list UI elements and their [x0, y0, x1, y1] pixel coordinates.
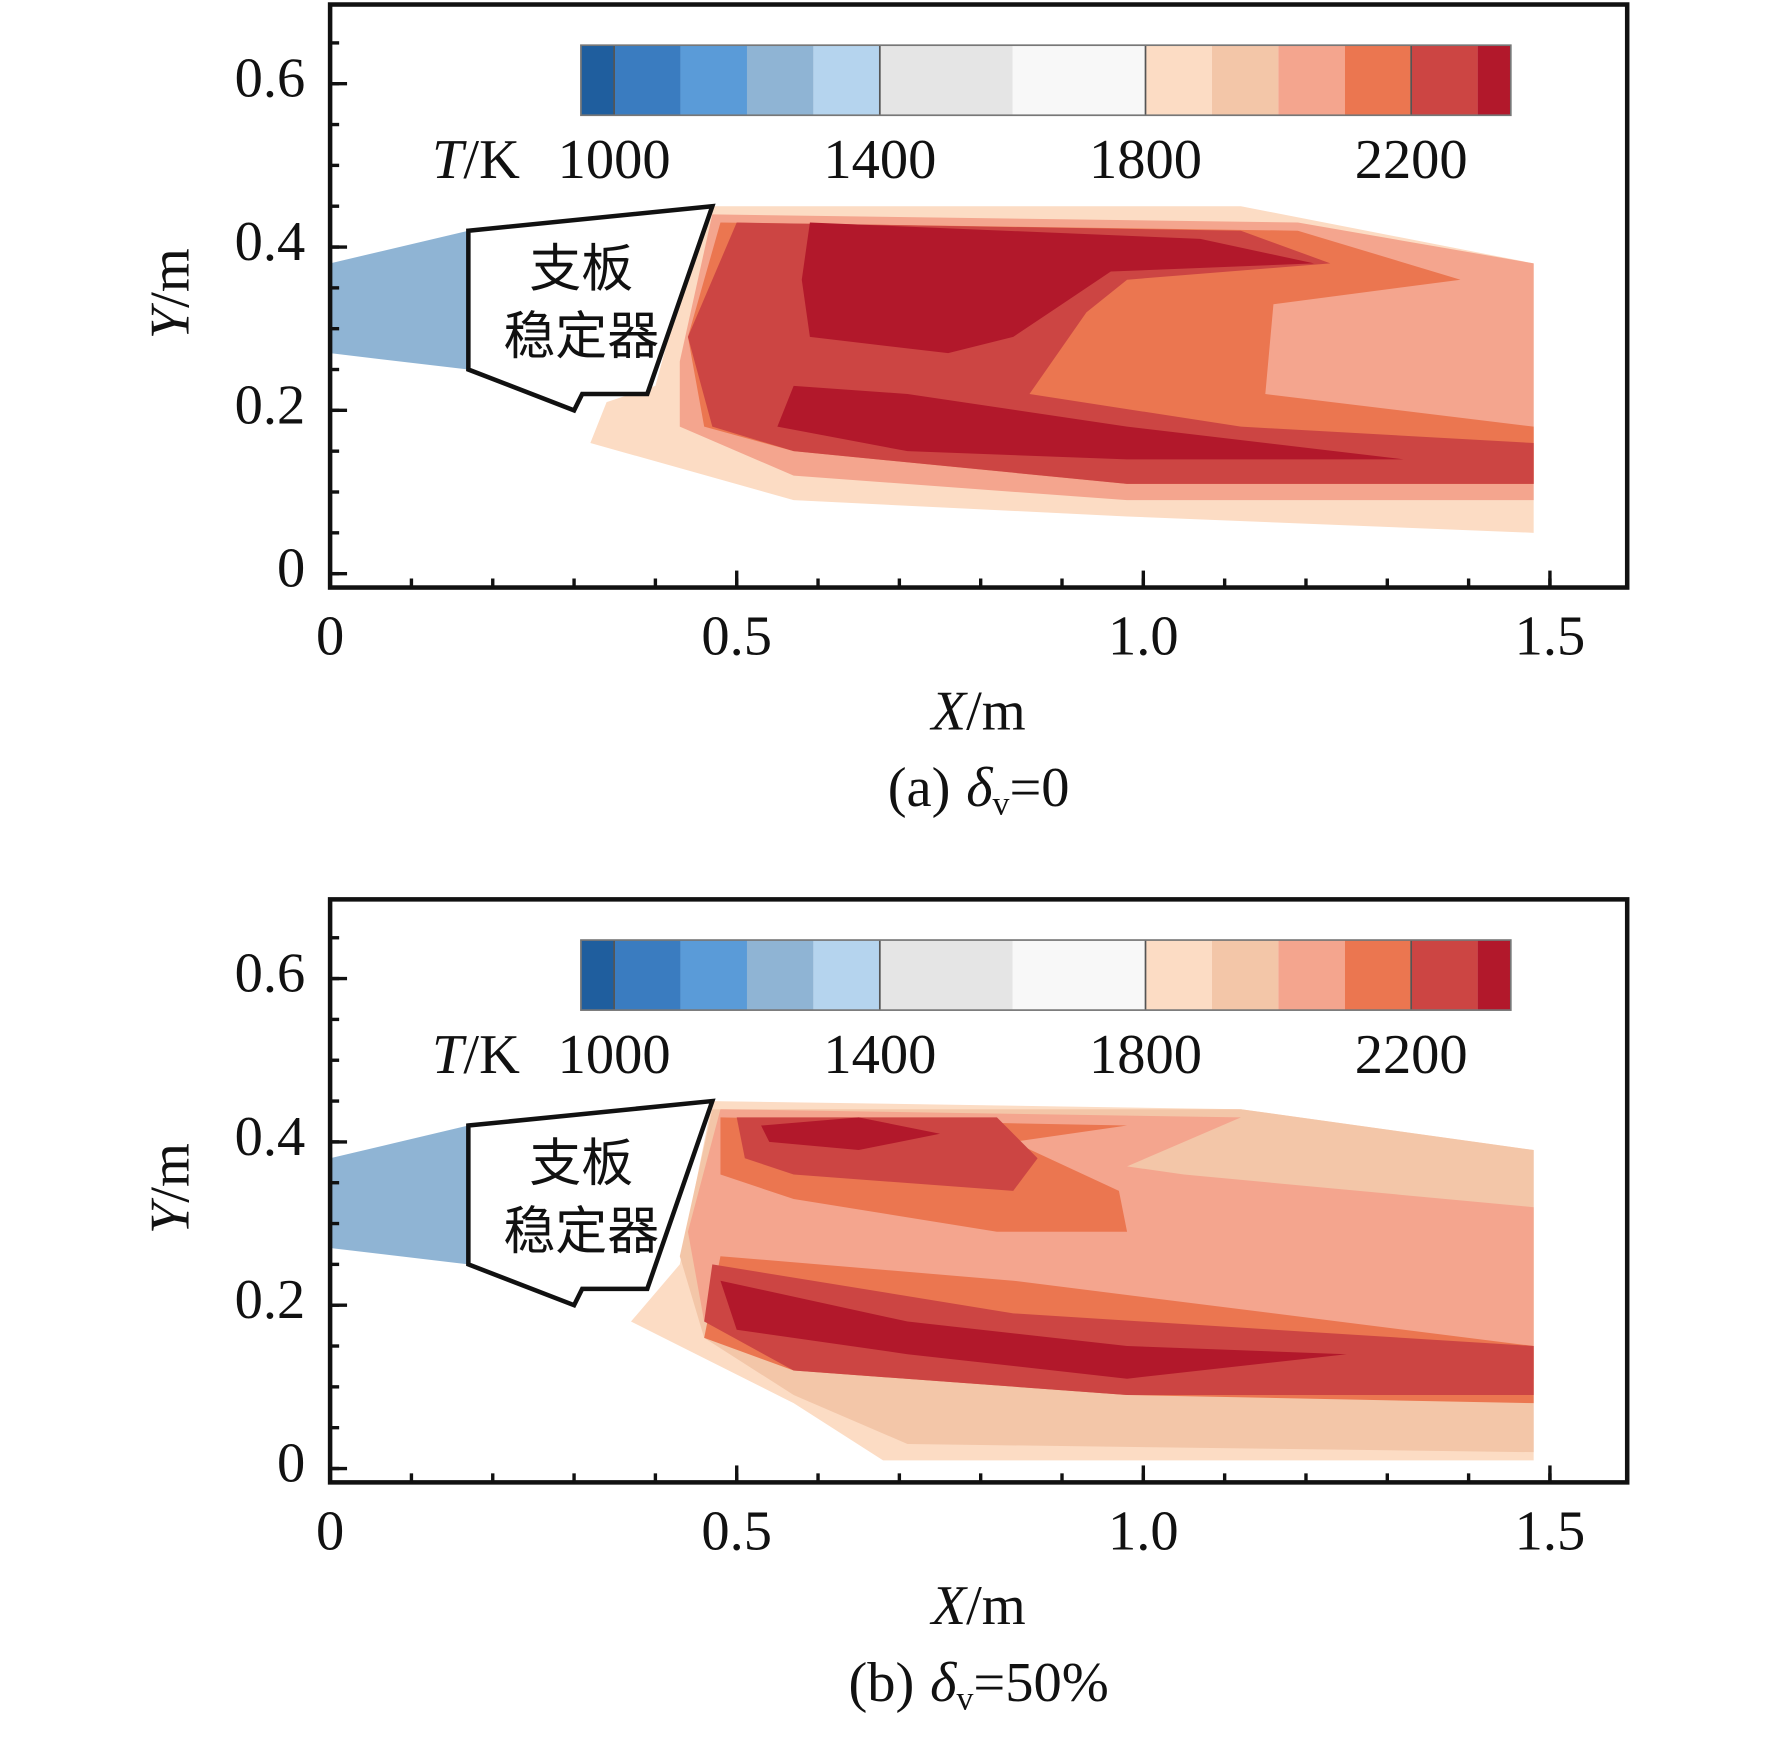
x-axis-symbol: X — [930, 680, 969, 742]
x-tick-label: 0.5 — [701, 1501, 772, 1563]
caption: (b) δv=50% — [848, 1652, 1108, 1717]
colorbar-tick-label: 1400 — [823, 129, 936, 191]
caption-symbol: δ — [930, 1652, 957, 1714]
y-axis-symbol: Y — [139, 302, 201, 339]
caption-tag: (a) — [888, 757, 951, 819]
colorbar-tick-label: 2200 — [1355, 129, 1468, 191]
colorbar-segment — [680, 940, 747, 1011]
temperature-region — [330, 230, 469, 370]
colorbar-label: T/K — [432, 129, 520, 191]
plot-frame — [327, 2, 1630, 590]
colorbar-segment — [680, 45, 747, 116]
y-axis-unit: /m — [139, 1143, 201, 1203]
y-axis-unit: /m — [139, 248, 201, 308]
stabilizer-label: 支板 — [529, 241, 633, 298]
colorbar-segment — [813, 45, 880, 116]
y-axis-symbol: Y — [139, 1197, 201, 1234]
x-axis-unit: /m — [966, 680, 1026, 742]
colorbar-tick-label: 2200 — [1355, 1024, 1468, 1086]
temperature-region — [704, 1264, 1534, 1396]
colorbar-segment — [879, 45, 1013, 116]
colorbar-segment — [1278, 940, 1345, 1011]
x-axis-unit: /m — [966, 1575, 1026, 1637]
stabilizer-label: 支板 — [529, 1136, 633, 1193]
caption: (a) δv=0 — [888, 757, 1070, 822]
caption-subscript: v — [993, 786, 1010, 823]
colorbar-segment — [1211, 45, 1279, 116]
colorbar-segment — [1211, 940, 1279, 1011]
colorbar-tick-label: 1800 — [1089, 1024, 1202, 1086]
plot-frame — [327, 897, 1630, 1485]
temperature-region — [777, 385, 1404, 460]
colorbar-label-symbol: T — [432, 129, 467, 191]
x-tick-label: 0 — [316, 606, 344, 668]
colorbar-segment — [813, 940, 880, 1011]
temperature-region — [801, 222, 1315, 354]
x-tick-label: 1.5 — [1515, 606, 1586, 668]
x-tick-label: 0.5 — [701, 606, 772, 668]
colorbar-segment — [1145, 940, 1212, 1011]
y-axis-label: Y/m — [139, 1143, 201, 1234]
temperature-region — [330, 1125, 469, 1265]
colorbar-segment — [879, 940, 1013, 1011]
caption-rest: =50% — [973, 1652, 1108, 1714]
x-tick-label: 0 — [316, 1501, 344, 1563]
colorbar-segment — [746, 940, 814, 1011]
colorbar-segment — [1477, 45, 1511, 116]
colorbar-tick-label: 1000 — [558, 129, 671, 191]
x-tick-label: 1.0 — [1108, 1501, 1179, 1563]
colorbar-segment — [1411, 45, 1478, 116]
y-tick-label: 0.6 — [235, 943, 306, 1005]
y-tick-label: 0.2 — [235, 1269, 306, 1331]
caption-tag: (b) — [848, 1652, 914, 1714]
y-tick-label: 0.4 — [235, 1106, 306, 1168]
colorbar-label-symbol: T — [432, 1024, 467, 1086]
y-tick-label: 0.2 — [235, 374, 306, 436]
colorbar-segment — [580, 45, 615, 116]
y-axis-label: Y/m — [139, 248, 201, 339]
colorbar-segment — [1344, 45, 1412, 116]
colorbar-segment — [580, 940, 615, 1011]
colorbar-tick-label: 1000 — [558, 1024, 671, 1086]
colorbar-label-unit: /K — [463, 129, 520, 191]
colorbar-label: T/K — [432, 1024, 520, 1086]
colorbar-segment — [1278, 45, 1345, 116]
colorbar-frame — [580, 44, 1512, 117]
y-tick-label: 0.6 — [235, 48, 306, 110]
stabilizer — [466, 203, 716, 414]
temperature-region — [720, 1280, 1347, 1379]
y-tick-label: 0.4 — [235, 211, 306, 273]
x-tick-label: 1.5 — [1515, 1501, 1586, 1563]
x-tick-label: 1.0 — [1108, 606, 1179, 668]
stabilizer-label: 稳定器 — [503, 309, 659, 366]
caption-subscript: v — [956, 1680, 973, 1717]
colorbar-segment — [746, 45, 814, 116]
colorbar-segment — [1411, 940, 1478, 1011]
stabilizer — [466, 1098, 716, 1309]
x-axis-symbol: X — [930, 1575, 969, 1637]
colorbar-segment — [1145, 45, 1212, 116]
colorbar-segment — [1344, 940, 1412, 1011]
x-axis-label: X/m — [930, 680, 1026, 742]
caption-symbol: δ — [966, 757, 993, 819]
x-axis-label: X/m — [930, 1575, 1026, 1637]
y-tick-label: 0 — [277, 538, 305, 600]
y-tick-label: 0 — [277, 1432, 305, 1494]
colorbar-segment — [614, 45, 681, 116]
colorbar-segment — [1012, 45, 1146, 116]
colorbar-frame — [580, 939, 1512, 1011]
temperature-region — [761, 1117, 941, 1151]
caption-rest: =0 — [1009, 757, 1069, 819]
colorbar-tick-label: 1800 — [1089, 129, 1202, 191]
stabilizer-label: 稳定器 — [503, 1204, 659, 1261]
colorbar-segment — [1012, 940, 1146, 1011]
colorbar-tick-label: 1400 — [823, 1024, 936, 1086]
colorbar-label-unit: /K — [463, 1024, 520, 1086]
colorbar-segment — [614, 940, 681, 1011]
colorbar-segment — [1477, 940, 1511, 1011]
